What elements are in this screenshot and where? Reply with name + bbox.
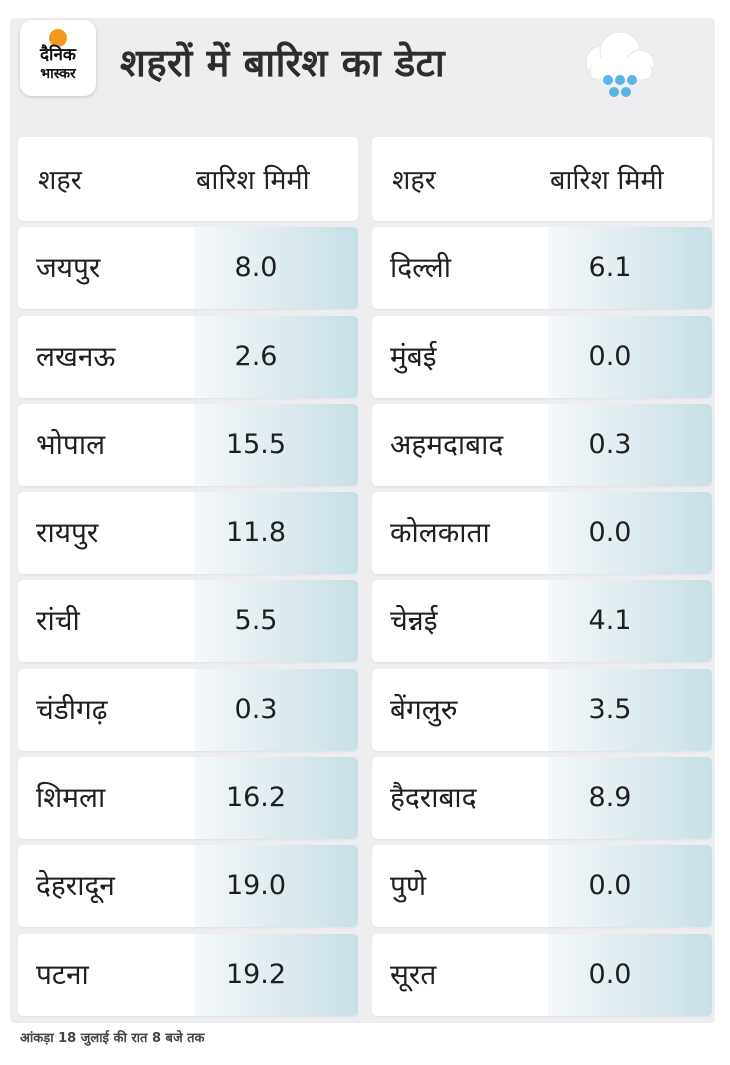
table-header: शहर बारिश मिमी	[372, 137, 712, 221]
table-row: पटना 19.2	[18, 933, 358, 1016]
rain-cell: 0.3	[194, 668, 358, 751]
city-name: हैदराबाद	[390, 781, 477, 815]
page-title: शहरों में बारिश का डेटा	[120, 41, 446, 85]
city-name: चेन्नई	[390, 604, 438, 638]
rain-value: 11.8	[225, 517, 287, 549]
table-row: कोलकाता 0.0	[372, 492, 712, 575]
rain-value: 19.0	[225, 870, 287, 902]
table-row: बेंगलुरु 3.5	[372, 668, 712, 751]
rain-value: 8.0	[234, 252, 278, 284]
rain-cell: 19.0	[194, 845, 358, 928]
rain-cell: 4.1	[548, 580, 712, 663]
rain-cell: 8.9	[548, 757, 712, 840]
rain-cell: 8.0	[194, 227, 358, 310]
rain-cell: 5.5	[194, 580, 358, 663]
rain-cell: 0.0	[548, 845, 712, 928]
header-rain: बारिश मिमी	[550, 165, 664, 196]
city-name: अहमदाबाद	[390, 427, 504, 461]
rain-value: 16.2	[225, 782, 287, 814]
rain-value: 5.5	[234, 605, 278, 637]
logo-text-line2: भास्कर	[40, 66, 76, 82]
table-row: देहरादून 19.0	[18, 845, 358, 928]
city-name: लखनऊ	[36, 339, 116, 373]
rain-cell: 6.1	[548, 227, 712, 310]
rain-cell: 0.3	[548, 403, 712, 486]
rain-value: 0.0	[588, 340, 632, 372]
table-row: रांची 5.5	[18, 580, 358, 663]
table-row: भोपाल 15.5	[18, 403, 358, 486]
table-right: शहर बारिश मिमी दिल्ली 6.1 मुंबई 0.0 अहमद…	[372, 137, 712, 1016]
footnote: आंकड़ा 18 जुलाई की रात 8 बजे तक	[20, 1031, 205, 1046]
rain-cell: 16.2	[194, 757, 358, 840]
brand-logo: दैनिक भास्कर	[20, 20, 96, 96]
city-name: रायपुर	[36, 516, 99, 550]
table-row: लखनऊ 2.6	[18, 315, 358, 398]
rain-cell: 11.8	[194, 492, 358, 575]
table-row: सूरत 0.0	[372, 933, 712, 1016]
city-name: चंडीगढ़	[36, 692, 108, 726]
table-row: हैदराबाद 8.9	[372, 757, 712, 840]
rain-cell: 0.0	[548, 933, 712, 1016]
table-row: पुणे 0.0	[372, 845, 712, 928]
city-name: शिमला	[36, 781, 106, 815]
rain-cloud-icon	[585, 31, 655, 97]
table-row: रायपुर 11.8	[18, 492, 358, 575]
rain-value: 3.5	[588, 693, 632, 725]
rain-value: 15.5	[225, 428, 287, 460]
rain-value: 2.6	[234, 340, 278, 372]
city-name: रांची	[36, 604, 80, 638]
rain-cell: 15.5	[194, 403, 358, 486]
rain-cell: 3.5	[548, 668, 712, 751]
header-city: शहर	[38, 165, 82, 196]
rain-value: 0.0	[588, 517, 632, 549]
rain-value: 0.3	[588, 428, 632, 460]
rain-value: 0.0	[588, 870, 632, 902]
rain-value: 4.1	[588, 605, 632, 637]
table-row: चेन्नई 4.1	[372, 580, 712, 663]
table-row: अहमदाबाद 0.3	[372, 403, 712, 486]
city-name: पुणे	[390, 869, 427, 903]
rain-value: 0.0	[588, 958, 632, 990]
city-name: दिल्ली	[390, 251, 451, 285]
rain-cell: 19.2	[194, 933, 358, 1016]
city-name: मुंबई	[390, 339, 437, 373]
table-row: दिल्ली 6.1	[372, 227, 712, 310]
city-name: देहरादून	[36, 869, 115, 903]
header-city: शहर	[392, 165, 436, 196]
table-row: शिमला 16.2	[18, 757, 358, 840]
logo-text-line1: दैनिक	[40, 45, 76, 65]
city-name: भोपाल	[36, 427, 106, 461]
city-name: बेंगलुरु	[390, 692, 458, 726]
rain-value: 19.2	[225, 958, 287, 990]
rain-value: 0.3	[234, 693, 278, 725]
table-row: मुंबई 0.0	[372, 315, 712, 398]
city-name: पटना	[36, 957, 89, 991]
city-name: सूरत	[390, 957, 437, 991]
city-name: जयपुर	[36, 251, 101, 285]
logo-dot-icon	[49, 29, 67, 47]
table-header: शहर बारिश मिमी	[18, 137, 358, 221]
header-rain: बारिश मिमी	[196, 165, 310, 196]
rain-value: 8.9	[588, 782, 632, 814]
rain-cell: 0.0	[548, 492, 712, 575]
rain-cell: 2.6	[194, 315, 358, 398]
table-row: जयपुर 8.0	[18, 227, 358, 310]
city-name: कोलकाता	[390, 516, 490, 550]
rain-cell: 0.0	[548, 315, 712, 398]
rain-value: 6.1	[588, 252, 632, 284]
table-left: शहर बारिश मिमी जयपुर 8.0 लखनऊ 2.6 भोपाल …	[18, 137, 358, 1016]
table-row: चंडीगढ़ 0.3	[18, 668, 358, 751]
